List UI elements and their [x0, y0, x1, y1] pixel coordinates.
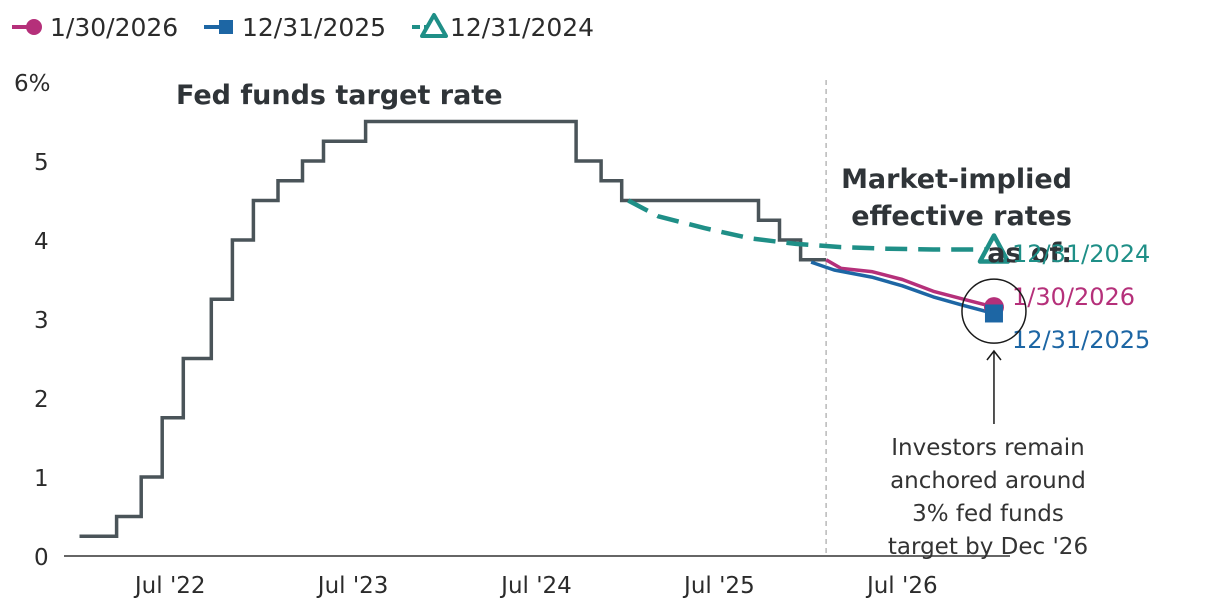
note-text: Investors remain: [891, 435, 1085, 461]
series-line-s2024: [627, 198, 994, 252]
end-marker-triangle: [977, 233, 1011, 264]
y-tick-label: 5: [34, 150, 49, 176]
note-text: anchored around: [890, 468, 1086, 494]
legend-item-s2024: 12/31/2024: [412, 13, 594, 42]
legend-label: 12/31/2025: [242, 13, 386, 42]
x-tick-label: Jul '26: [865, 573, 938, 599]
legend-marker-triangle: [420, 13, 448, 38]
y-tick-label: 0: [34, 545, 49, 571]
legend-label: 1/30/2026: [50, 13, 178, 42]
highlight-circle: [961, 278, 1027, 344]
market-implied-label: effective rates: [851, 201, 1072, 232]
x-tick-label: Jul '22: [133, 573, 206, 599]
end-label-s2026: 1/30/2026: [1012, 283, 1135, 311]
legend-item-s2025: 12/31/2025: [204, 13, 386, 42]
x-axis: Jul '22 Jul '23 Jul '24 Jul '25 Jul '26: [64, 555, 1010, 599]
arrow-head: [986, 349, 1002, 361]
legend-marker-square: [219, 20, 233, 34]
x-tick-label: Jul '24: [499, 573, 572, 599]
fed-funds-step-line: [79, 119, 827, 539]
end-label-s2024: 12/31/2024: [1012, 240, 1150, 268]
y-tick-label: 6%: [14, 71, 51, 97]
x-tick-label: Jul '23: [316, 573, 389, 599]
legend-item-s2026: 1/30/2026: [12, 13, 178, 42]
market-implied-label: as of:: [987, 238, 1072, 269]
legend: 1/30/2026 12/31/2025 12/31/2024: [12, 13, 594, 42]
series-line-s2025: [810, 260, 995, 316]
series-line-s2026: [825, 258, 995, 309]
end-marker-square: [984, 304, 1003, 323]
annotations: Fed funds target rate Market-implied effec…: [176, 80, 1150, 560]
legend-label: 12/31/2024: [450, 13, 594, 42]
y-axis: 6% 0 1 2 3 4 5: [14, 71, 51, 571]
fed-funds-label: Fed funds target rate: [176, 80, 503, 111]
end-label-s2025: 12/31/2025: [1012, 326, 1150, 354]
legend-marker-circle: [26, 19, 42, 35]
note-text: 3% fed funds: [912, 501, 1064, 527]
market-implied-label: Market-implied: [841, 164, 1072, 195]
note-text: target by Dec '26: [888, 534, 1088, 560]
x-tick-label: Jul '25: [682, 573, 755, 599]
plot-area: [79, 119, 1011, 539]
y-tick-label: 2: [34, 387, 49, 413]
y-tick-label: 4: [34, 229, 49, 255]
y-tick-label: 1: [34, 466, 49, 492]
y-tick-label: 3: [34, 308, 49, 334]
